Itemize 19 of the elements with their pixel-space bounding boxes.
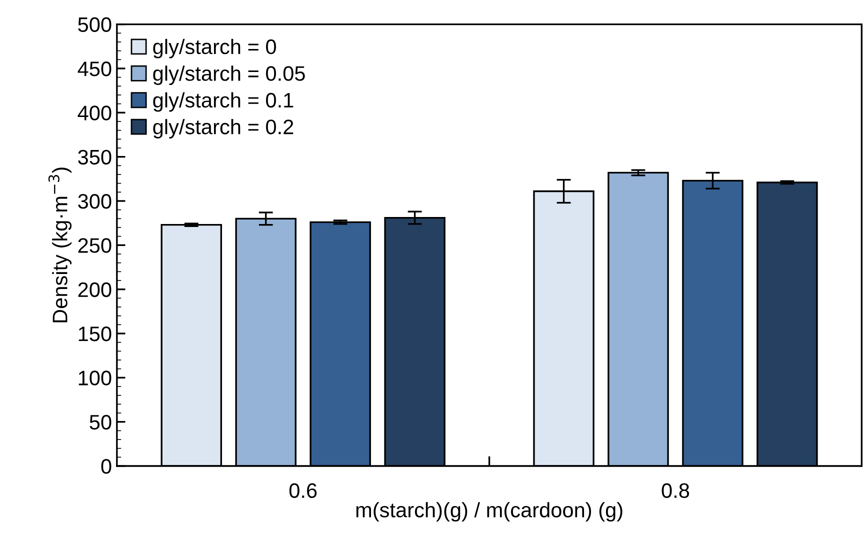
y-tick-label: 250	[78, 238, 112, 253]
legend-label: gly/starch = 0.05	[153, 66, 305, 86]
y-tick-label: 300	[78, 194, 112, 209]
y-tick-label: 350	[78, 150, 112, 165]
y-tick-label: 0	[101, 459, 112, 474]
legend-label: gly/starch = 0.2	[153, 119, 294, 138]
x-tick-label: 0.6	[289, 483, 317, 498]
y-axis-title: Density (kg·m$^{−3}$)	[48, 168, 72, 322]
legend-label: gly/starch = 0	[153, 38, 276, 58]
y-tick-label: 150	[78, 326, 112, 342]
legend-label: gly/starch = 0.1	[153, 92, 294, 112]
y-tick-label: 400	[78, 106, 112, 120]
y-tick-label: 500	[78, 17, 112, 32]
x-axis-title: m(starch)(g) / m(cardoon) (g)	[356, 502, 622, 522]
y-tick-label: 450	[78, 61, 112, 76]
y-tick-label: 200	[78, 282, 112, 298]
x-tick-label: 0.8	[662, 483, 690, 498]
y-tick-label: 100	[78, 370, 112, 386]
y-tick-label: 50	[90, 414, 112, 430]
